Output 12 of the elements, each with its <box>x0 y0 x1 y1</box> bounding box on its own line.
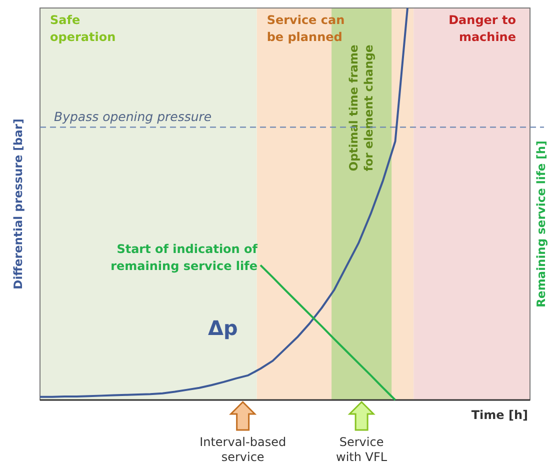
annotation: Danger to machine <box>448 13 516 44</box>
y-axis-title: Differential pressure [bar] <box>11 118 25 290</box>
text: Service with VFL <box>336 435 388 464</box>
series-label: Δp <box>208 316 238 340</box>
text: Interval-based service <box>200 435 286 464</box>
ref-line-label: Bypass opening pressure <box>54 109 212 124</box>
y2-axis-title: Remaining service life [h] <box>534 140 548 308</box>
annotation: Start of indication of remaining service life <box>110 242 258 274</box>
annotation: Service can be planned <box>266 13 345 44</box>
x-axis-title: Time [h] <box>471 408 528 422</box>
annotation: Optimal time frame for element change <box>346 44 376 172</box>
annotation: Safe operation <box>50 13 116 44</box>
